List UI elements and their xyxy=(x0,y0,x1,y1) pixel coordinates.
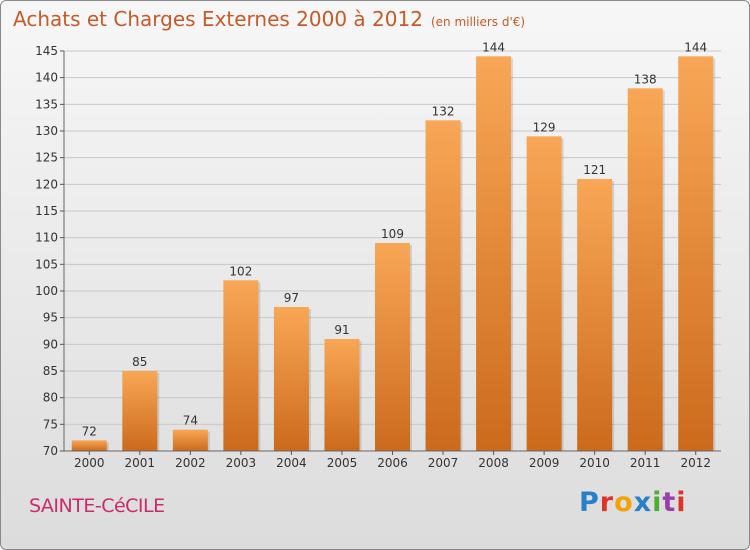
y-tick-label: 120 xyxy=(35,177,58,191)
x-tick-label: 2000 xyxy=(74,456,105,470)
chart-subtitle: (en milliers d'€) xyxy=(430,15,526,29)
data-label: 144 xyxy=(684,40,707,54)
x-tick-label: 2007 xyxy=(428,456,459,470)
y-tick-label: 85 xyxy=(43,364,58,378)
x-tick-label: 2012 xyxy=(680,456,711,470)
title-line: Achats et Charges Externes 2000 à 2012 (e… xyxy=(13,7,525,31)
logo-letter: x xyxy=(633,487,653,518)
y-tick-label: 70 xyxy=(43,444,58,458)
logo-letter: r xyxy=(599,487,615,518)
data-label: 74 xyxy=(183,414,198,428)
y-tick-label: 90 xyxy=(43,337,58,351)
bar xyxy=(375,243,410,451)
y-tick-label: 80 xyxy=(43,391,58,405)
data-label: 138 xyxy=(634,72,657,86)
x-tick-label: 2003 xyxy=(226,456,257,470)
logo-letter: i xyxy=(676,487,687,518)
commune-name: SAINTE-CéCILE xyxy=(29,495,165,517)
bar xyxy=(476,56,512,451)
data-label: 91 xyxy=(334,323,349,337)
y-tick-label: 115 xyxy=(35,204,58,218)
y-tick-label: 140 xyxy=(35,71,58,85)
data-label: 129 xyxy=(533,120,556,134)
bar xyxy=(425,120,461,451)
bar xyxy=(172,429,208,451)
bar xyxy=(577,179,613,451)
bars xyxy=(71,56,716,452)
bar xyxy=(122,371,158,451)
axes xyxy=(60,50,721,455)
logo-letter: i xyxy=(652,487,663,518)
x-tick-label: 2002 xyxy=(175,456,206,470)
bar xyxy=(324,339,360,451)
x-tick-label: 2005 xyxy=(327,456,358,470)
data-label: 85 xyxy=(132,355,147,369)
bar xyxy=(627,88,663,451)
data-label: 144 xyxy=(482,40,505,54)
data-label: 109 xyxy=(381,227,404,241)
bar xyxy=(71,440,107,451)
x-tick-label: 2006 xyxy=(377,456,408,470)
y-tick-label: 100 xyxy=(35,284,58,298)
y-tick-label: 75 xyxy=(43,417,58,431)
data-label: 102 xyxy=(229,264,252,278)
bar xyxy=(526,136,562,452)
y-tick-label: 130 xyxy=(35,124,58,138)
data-label: 72 xyxy=(82,424,97,438)
y-tick-label: 135 xyxy=(35,97,58,111)
logo-letter: o xyxy=(614,487,634,518)
y-tick-label: 95 xyxy=(43,311,58,325)
data-label: 132 xyxy=(432,104,455,118)
y-tick-label: 110 xyxy=(35,231,58,245)
bar xyxy=(273,307,309,451)
y-tick-label: 145 xyxy=(35,44,58,58)
bar xyxy=(678,56,714,451)
x-tick-label: 2010 xyxy=(579,456,610,470)
tick-labels: 70 75 80 85 90 95 100 105 110 115 120 125 130 135 140 1… xyxy=(35,40,711,470)
x-tick-label: 2009 xyxy=(529,456,560,470)
x-tick-label: 2001 xyxy=(125,456,156,470)
x-tick-label: 2008 xyxy=(478,456,509,470)
bar xyxy=(223,280,259,451)
y-tick-label: 125 xyxy=(35,151,58,165)
logo-letter: t xyxy=(662,487,677,518)
y-tick-label: 105 xyxy=(35,257,58,271)
data-label: 97 xyxy=(284,291,299,305)
x-tick-label: 2004 xyxy=(276,456,307,470)
proxiti-logo: Proxiti xyxy=(579,487,687,518)
data-label: 121 xyxy=(583,163,606,177)
logo-letter: P xyxy=(579,487,600,518)
chart-title: Achats et Charges Externes 2000 à 2012 xyxy=(13,7,423,31)
x-tick-label: 2011 xyxy=(630,456,661,470)
